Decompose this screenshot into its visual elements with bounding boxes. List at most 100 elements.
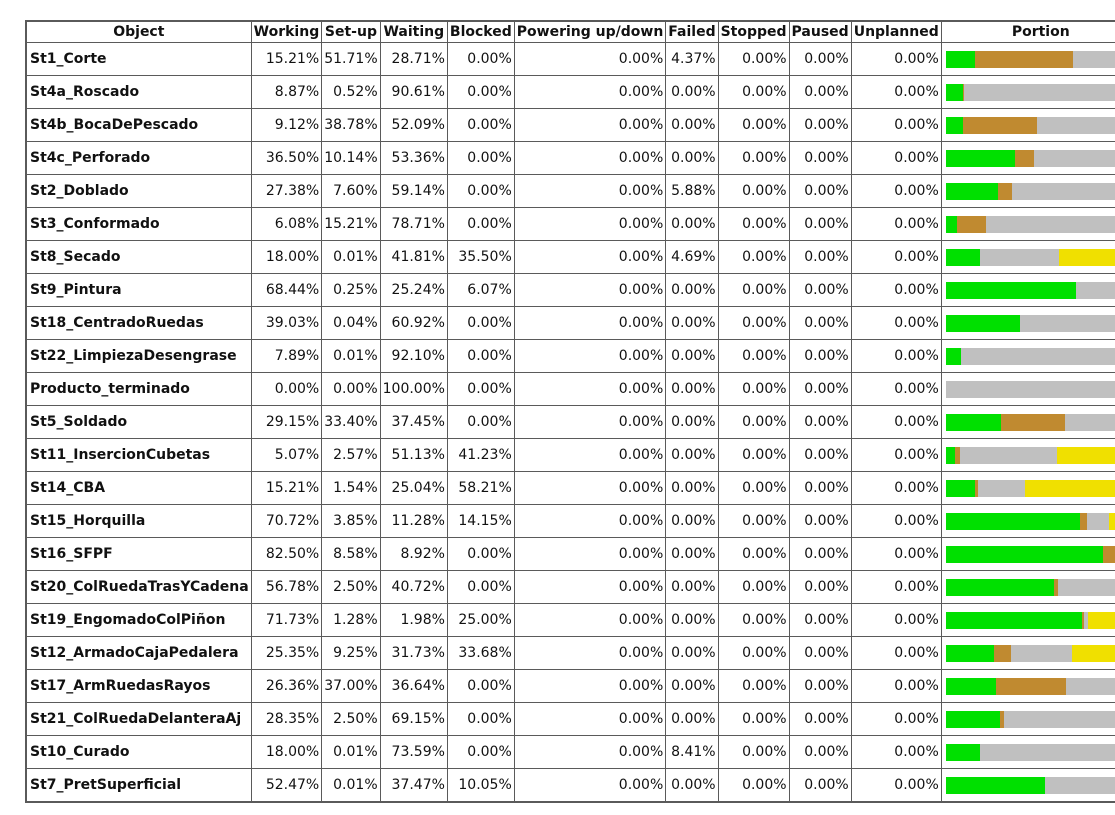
- portion-segment-waiting: [963, 83, 1115, 101]
- column-header-waiting: Waiting: [379, 20, 448, 43]
- blocked-cell: 25.00%: [446, 603, 515, 637]
- portion-segment-setup: [997, 182, 1013, 200]
- object-name-cell: St22_LimpiezaDesengrase: [25, 339, 252, 373]
- paused-cell: 0.00%: [788, 504, 852, 538]
- table-row: Producto_terminado 0.00% 0.00% 100.00% 0.00%…: [25, 372, 1115, 406]
- portion-segment-setup: [974, 50, 1073, 68]
- failed-cell: 0.00%: [665, 471, 719, 505]
- portion-bar: [945, 413, 1115, 431]
- column-header-failed: Failed: [665, 20, 719, 43]
- portion-segment-setup: [1102, 545, 1115, 563]
- object-name-cell: St2_Doblado: [25, 174, 252, 208]
- stopped-cell: 0.00%: [717, 603, 790, 637]
- column-header-paused: Paused: [788, 20, 852, 43]
- portion-segment-waiting: [1072, 50, 1115, 68]
- blocked-cell: 0.00%: [446, 570, 515, 604]
- table-row: St17_ArmRuedasRayos 26.36% 37.00% 36.64% 0.0…: [25, 669, 1115, 703]
- setup-cell: 0.25%: [321, 273, 381, 307]
- portion-segment-working: [945, 710, 1000, 728]
- portion-cell: [940, 537, 1115, 571]
- setup-cell: 7.60%: [321, 174, 381, 208]
- portion-cell: [940, 438, 1115, 472]
- unplanned-cell: 0.00%: [850, 372, 942, 406]
- unplanned-cell: 0.00%: [850, 471, 942, 505]
- working-cell: 6.08%: [250, 207, 323, 241]
- portion-segment-working: [945, 644, 994, 662]
- failed-cell: 0.00%: [665, 504, 719, 538]
- waiting-cell: 41.81%: [379, 240, 448, 274]
- powering-cell: 0.00%: [513, 735, 667, 769]
- setup-cell: 0.01%: [321, 339, 381, 373]
- paused-cell: 0.00%: [788, 174, 852, 208]
- stopped-cell: 0.00%: [717, 438, 790, 472]
- portion-segment-blocked: [1088, 611, 1115, 629]
- portion-segment-working: [945, 413, 1002, 431]
- waiting-cell: 36.64%: [379, 669, 448, 703]
- portion-cell: [940, 735, 1115, 769]
- portion-segment-working: [945, 512, 1081, 530]
- failed-cell: 0.00%: [665, 702, 719, 736]
- powering-cell: 0.00%: [513, 372, 667, 406]
- stopped-cell: 0.00%: [717, 207, 790, 241]
- table-row: St21_ColRuedaDelanteraAj 28.35% 2.50% 69.15…: [25, 702, 1115, 736]
- portion-bar: [945, 644, 1115, 662]
- portion-segment-working: [945, 83, 963, 101]
- failed-cell: 0.00%: [665, 405, 719, 439]
- status-table: Object Working Set-up Waiting Blocked Po…: [25, 20, 1115, 803]
- object-name-cell: Producto_terminado: [25, 372, 252, 406]
- setup-cell: 0.01%: [321, 735, 381, 769]
- working-cell: 0.00%: [250, 372, 323, 406]
- working-cell: 9.12%: [250, 108, 323, 142]
- portion-bar: [945, 776, 1115, 794]
- portion-segment-working: [945, 248, 980, 266]
- setup-cell: 3.85%: [321, 504, 381, 538]
- object-name-cell: St10_Curado: [25, 735, 252, 769]
- portion-cell: [940, 669, 1115, 703]
- table-row: St15_Horquilla 70.72% 3.85% 11.28% 14.15% 0.0…: [25, 504, 1115, 538]
- setup-cell: 0.52%: [321, 75, 381, 109]
- waiting-cell: 37.47%: [379, 768, 448, 803]
- portion-segment-working: [945, 545, 1103, 563]
- object-name-cell: St15_Horquilla: [25, 504, 252, 538]
- waiting-cell: 59.14%: [379, 174, 448, 208]
- portion-segment-waiting: [986, 215, 1115, 233]
- working-cell: 39.03%: [250, 306, 323, 340]
- failed-cell: 0.00%: [665, 669, 719, 703]
- setup-cell: 10.14%: [321, 141, 381, 175]
- paused-cell: 0.00%: [788, 339, 852, 373]
- object-name-cell: St21_ColRuedaDelanteraAj: [25, 702, 252, 736]
- unplanned-cell: 0.00%: [850, 207, 942, 241]
- failed-cell: 0.00%: [665, 273, 719, 307]
- portion-segment-working: [945, 578, 1054, 596]
- setup-cell: 51.71%: [321, 42, 381, 76]
- portion-segment-blocked: [1108, 512, 1115, 530]
- powering-cell: 0.00%: [513, 339, 667, 373]
- portion-segment-setup: [1082, 611, 1085, 629]
- portion-segment-setup: [974, 479, 978, 497]
- working-cell: 36.50%: [250, 141, 323, 175]
- table-row: St2_Doblado 27.38% 7.60% 59.14% 0.00% 0.00% 5.…: [25, 174, 1115, 208]
- portion-segment-waiting: [960, 347, 1115, 365]
- waiting-cell: 60.92%: [379, 306, 448, 340]
- portion-cell: [940, 306, 1115, 340]
- blocked-cell: 0.00%: [446, 339, 515, 373]
- blocked-cell: 33.68%: [446, 636, 515, 670]
- paused-cell: 0.00%: [788, 273, 852, 307]
- powering-cell: 0.00%: [513, 702, 667, 736]
- blocked-cell: 0.00%: [446, 537, 515, 571]
- failed-cell: 0.00%: [665, 141, 719, 175]
- table-body: St1_Corte 15.21% 51.71% 28.71% 0.00% 0.00% 4.3…: [25, 42, 1115, 803]
- portion-segment-waiting: [1045, 776, 1115, 794]
- waiting-cell: 40.72%: [379, 570, 448, 604]
- portion-bar: [945, 512, 1115, 530]
- unplanned-cell: 0.00%: [850, 438, 942, 472]
- setup-cell: 33.40%: [321, 405, 381, 439]
- portion-cell: [940, 108, 1115, 142]
- stopped-cell: 0.00%: [717, 669, 790, 703]
- stopped-cell: 0.00%: [717, 372, 790, 406]
- failed-cell: 0.00%: [665, 768, 719, 803]
- portion-segment-waiting: [979, 248, 1060, 266]
- powering-cell: 0.00%: [513, 570, 667, 604]
- setup-cell: 0.04%: [321, 306, 381, 340]
- blocked-cell: 6.07%: [446, 273, 515, 307]
